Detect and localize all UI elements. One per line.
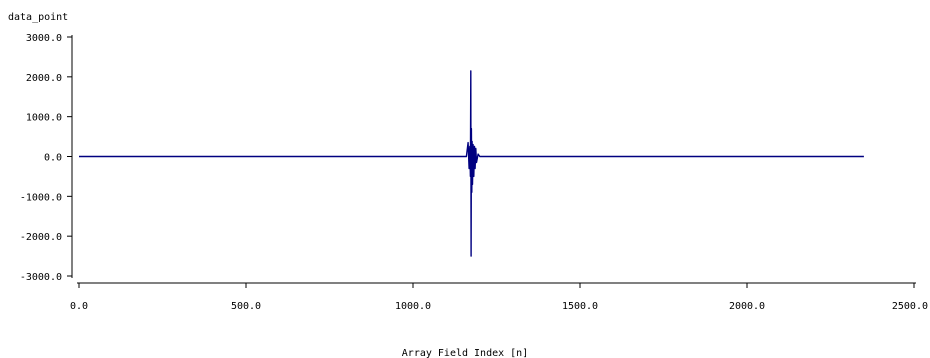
x-tick-label: 2500.0 <box>892 301 928 312</box>
series-line <box>79 70 864 257</box>
axes: 3000.0 2000.0 1000.0 0.0 -1000.0 -2000.0 -3000… <box>20 33 928 312</box>
y-tick-label: 2000.0 <box>26 73 62 84</box>
x-tick-label: 0.0 <box>70 301 88 312</box>
x-tick-label: 1000.0 <box>395 301 431 312</box>
y-tick-label: -1000.0 <box>20 192 62 203</box>
y-tick-label: -2000.0 <box>20 232 62 243</box>
y-tick-label: -3000.0 <box>20 272 62 283</box>
y-tick-label: 1000.0 <box>26 113 62 124</box>
x-tick-label: 1500.0 <box>562 301 598 312</box>
x-tick-label: 500.0 <box>231 301 261 312</box>
y-tick-label: 0.0 <box>44 153 62 164</box>
series-layer <box>79 70 864 257</box>
y-tick-label: 3000.0 <box>26 33 62 44</box>
x-tick-label: 2000.0 <box>729 301 765 312</box>
x-axis-title: Array Field Index [n] <box>402 348 528 358</box>
y-axis-title: data_point <box>8 12 68 23</box>
